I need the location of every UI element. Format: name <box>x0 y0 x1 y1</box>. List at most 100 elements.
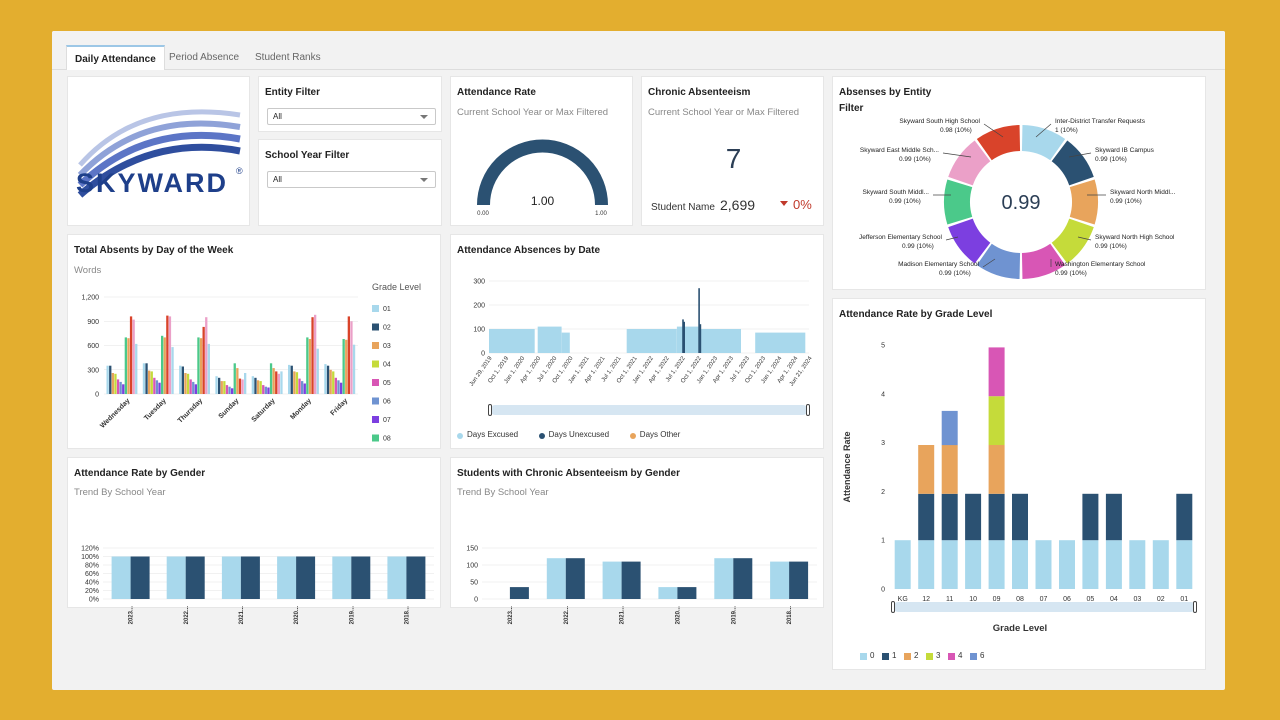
x-tick-label: 2022... <box>184 606 190 625</box>
bar <box>109 365 112 394</box>
tab-bar: Daily Attendance Period Absence Student … <box>52 31 1225 70</box>
stacked-bar-segment <box>1082 493 1099 541</box>
chronic-gender-title: Students with Chronic Absenteeism by Gen… <box>457 468 680 479</box>
legend-swatch <box>948 653 955 660</box>
tab-period-absence[interactable]: Period Absence <box>169 52 240 63</box>
y-tick-label: 50 <box>470 580 478 587</box>
y-tick-label: 0% <box>89 597 99 604</box>
bar <box>350 321 353 395</box>
grade-scroll-handle-right[interactable] <box>1193 601 1197 613</box>
tab-student-ranks[interactable]: Student Ranks <box>255 52 321 63</box>
bar <box>142 363 146 394</box>
legend-label: 0 <box>870 651 875 660</box>
x-tick-label: Friday <box>329 397 349 417</box>
x-tick-label: 2019... <box>349 606 355 625</box>
entity-filter-select[interactable]: All <box>267 108 436 125</box>
bar <box>254 377 257 394</box>
x-tick-label: Sunday <box>218 397 241 420</box>
donut-slice <box>1051 140 1094 186</box>
bar <box>181 366 184 394</box>
excused-bar <box>537 326 562 353</box>
absents-by-day-card: Total Absents by Day of the Week Words G… <box>67 234 441 449</box>
y-tick-label: 120% <box>81 546 99 553</box>
attendance-by-gender-chart: 0% 20%40% 60%80% 100%120% 2023... 2022... 2021… <box>81 546 434 624</box>
bar <box>127 338 130 394</box>
legend-label: 07 <box>383 417 391 424</box>
scroll-handle-right[interactable] <box>806 404 810 416</box>
donut-label-name: Jefferson Elementary School <box>859 234 943 241</box>
bar <box>262 385 265 394</box>
donut-label-value: 0.99 (10%) <box>902 243 934 250</box>
legend-label: 01 <box>383 306 391 313</box>
stacked-bar-segment <box>988 445 1005 494</box>
attendance-gauge: 1.00 0.00 1.00 <box>477 139 608 217</box>
bar <box>135 343 138 394</box>
stacked-bar-segment <box>1059 540 1075 589</box>
school-year-filter-card: School Year Filter All <box>258 139 442 226</box>
entity-filter-title: Entity Filter <box>265 87 321 98</box>
bar <box>280 371 283 394</box>
logo-text: SKYWARD <box>76 168 228 198</box>
x-tick-label: 2020... <box>294 606 300 625</box>
y-tick-label: 3 <box>881 440 885 447</box>
bar <box>714 558 734 599</box>
logo-card: SKYWARD ® <box>67 76 250 226</box>
bar <box>189 379 192 394</box>
bar <box>163 337 166 394</box>
y-tick-label: 80% <box>85 563 99 570</box>
bar <box>166 315 169 394</box>
x-tick-label: Monday <box>289 397 313 421</box>
bar <box>301 381 304 394</box>
scroll-handle-left[interactable] <box>488 404 492 416</box>
y-tick-label: 4 <box>881 391 885 398</box>
donut-leader-line <box>945 236 959 241</box>
donut-label-value: 0.99 (10%) <box>1055 270 1087 277</box>
stacked-bar-segment <box>941 493 958 541</box>
date-range-scrollbar[interactable] <box>490 405 808 415</box>
bar <box>259 381 262 394</box>
x-tick-label: 01 <box>1180 596 1188 603</box>
donut-label-value: 0.99 (10%) <box>889 198 921 205</box>
grade-scrollbar[interactable] <box>893 602 1196 612</box>
bar <box>277 373 280 394</box>
bar <box>205 317 208 394</box>
bar <box>202 326 205 394</box>
bar <box>124 337 127 394</box>
bar <box>311 317 314 394</box>
stacked-bar-segment <box>918 540 935 589</box>
x-tick-label: 2023... <box>129 606 135 625</box>
stacked-bar-segment <box>918 445 935 494</box>
school-year-filter-select[interactable]: All <box>267 171 436 188</box>
excused-bar <box>561 332 570 353</box>
bar <box>236 368 239 394</box>
bar <box>406 556 426 599</box>
grade-legend: 0 1 2 3 4 6 <box>860 651 1160 663</box>
bar <box>345 339 348 394</box>
excused-bar <box>698 329 741 353</box>
stacked-bar-segment <box>965 540 982 589</box>
bar <box>326 365 330 394</box>
donut-label-value: 0.99 (10%) <box>939 270 971 277</box>
legend-label: 3 <box>936 651 941 660</box>
bar <box>332 371 335 394</box>
bar <box>293 371 296 394</box>
x-tick-label: 07 <box>1040 596 1048 603</box>
grade-xlabel: Grade Level <box>992 623 1048 634</box>
stacked-bar-segment <box>941 410 958 446</box>
gender-rate-title: Attendance Rate by Gender <box>74 468 206 479</box>
absents-by-day-subtitle: Words <box>74 265 102 276</box>
legend-swatch <box>372 397 379 405</box>
bar <box>218 377 221 394</box>
y-tick-label: 900 <box>87 319 99 326</box>
entity-filter-card: Entity Filter All <box>258 76 442 132</box>
x-tick-label: 2022... <box>564 606 570 625</box>
bar <box>106 365 109 394</box>
attendance-rate-subtitle: Current School Year or Max Filtered <box>457 107 609 118</box>
tab-daily-attendance[interactable]: Daily Attendance <box>66 45 165 70</box>
bar <box>171 347 174 394</box>
bar <box>111 373 114 394</box>
y-tick-label: 0 <box>95 392 99 399</box>
grade-scroll-handle-left[interactable] <box>891 601 895 613</box>
stacked-bar-segment <box>988 396 1005 445</box>
x-tick-label: 2023... <box>508 606 514 625</box>
